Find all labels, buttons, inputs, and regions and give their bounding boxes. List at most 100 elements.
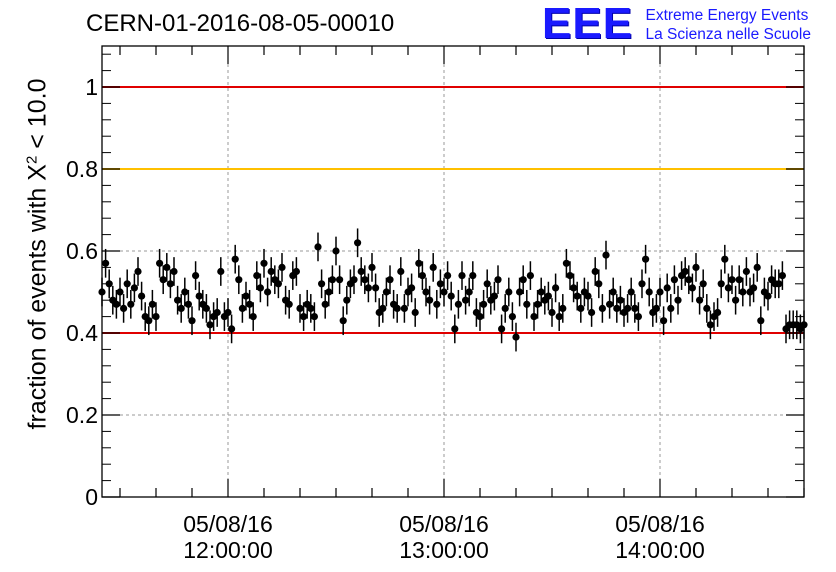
data-point: [764, 292, 772, 300]
y-tick-label: 0: [85, 484, 98, 510]
data-point: [757, 317, 765, 325]
data-point: [444, 272, 452, 280]
data-point: [714, 308, 722, 317]
x-tick-label-time: 14:00:00: [615, 537, 705, 563]
data-point: [595, 280, 603, 288]
y-tick-label: 0.2: [66, 402, 98, 428]
data-point: [750, 284, 758, 292]
data-point: [325, 288, 333, 296]
data-point: [696, 296, 704, 304]
data-point: [660, 317, 668, 325]
data-point: [181, 288, 189, 296]
logo-line-2: La Scienza nelle Scuole: [645, 26, 811, 43]
data-point: [645, 288, 653, 296]
chart-title: CERN-01-2016-08-05-00010: [86, 10, 395, 37]
data-point: [548, 308, 556, 317]
data-point: [681, 267, 689, 276]
data-point: [278, 263, 286, 271]
data-point: [616, 296, 625, 304]
data-point: [462, 296, 470, 304]
data-point: [505, 288, 513, 296]
data-point: [235, 276, 243, 284]
data-point: [440, 288, 448, 296]
data-point: [458, 272, 466, 280]
data-point: [127, 300, 135, 308]
data-point: [339, 317, 347, 325]
data-point: [685, 276, 693, 284]
data-point: [379, 304, 387, 312]
plot-frame: [101, 45, 805, 498]
data-point: [184, 300, 192, 308]
data-point: [544, 292, 553, 300]
data-point: [778, 272, 787, 280]
data-point: [631, 304, 639, 312]
data-point: [112, 300, 120, 308]
data-point: [123, 280, 131, 288]
data-point: [202, 304, 210, 312]
y-axis-label: fraction of events with X2 < 10.0: [23, 79, 52, 430]
data-point: [670, 276, 679, 284]
data-point: [775, 280, 783, 288]
data-point: [264, 288, 272, 296]
data-point: [242, 292, 250, 300]
y-tick-label: 0.8: [66, 156, 98, 182]
data-point: [465, 288, 473, 296]
data-point: [735, 276, 743, 284]
data-point: [523, 300, 531, 308]
data-point: [613, 304, 621, 312]
data-point: [728, 276, 736, 284]
data-point: [454, 300, 462, 308]
data-point: [296, 304, 304, 312]
data-point: [577, 304, 585, 312]
data-point: [436, 280, 444, 288]
data-point: [638, 280, 646, 288]
data-point: [699, 280, 707, 288]
data-point: [508, 313, 516, 321]
y-axis-label-sup: 2: [23, 155, 41, 165]
data-point: [663, 284, 671, 292]
data-point: [382, 288, 390, 296]
data-point: [292, 267, 300, 276]
data-point: [159, 276, 167, 284]
data-point: [148, 300, 156, 308]
data-point: [372, 284, 380, 292]
data-point: [260, 259, 268, 267]
reference-lines: [102, 86, 804, 334]
data-point: [249, 313, 257, 321]
eee-logo-mark: EEE: [542, 0, 634, 48]
data-point: [246, 300, 254, 308]
data-point: [742, 267, 751, 276]
data-point: [688, 284, 697, 292]
eee-logo-text: Extreme Energy Events La Scienza nelle S…: [646, 2, 811, 44]
data-point: [534, 300, 542, 308]
data-point: [606, 300, 614, 308]
data-point: [174, 296, 182, 304]
data-point: [624, 304, 632, 312]
data-point: [166, 280, 174, 288]
data-point: [426, 296, 434, 304]
data-point: [703, 304, 711, 312]
x-tick-label-date: 05/08/16: [183, 511, 273, 537]
x-tick-label-time: 13:00:00: [399, 537, 489, 563]
data-point: [393, 304, 401, 312]
data-point: [609, 288, 617, 296]
data-point: [483, 280, 491, 288]
data-point: [642, 255, 650, 263]
data-point: [570, 284, 578, 292]
data-point: [739, 288, 747, 296]
data-point: [494, 276, 502, 284]
data-point: [314, 243, 322, 251]
data-point: [433, 300, 441, 308]
data-point: [224, 308, 232, 317]
data-points: [98, 228, 808, 352]
data-point: [634, 313, 643, 321]
data-point: [706, 321, 715, 329]
data-point: [415, 259, 423, 267]
data-point: [667, 304, 675, 312]
data-point: [418, 272, 426, 280]
y-tick-label: 0.4: [66, 320, 98, 346]
data-point: [336, 276, 344, 284]
x-tick-label-date: 05/08/16: [615, 511, 705, 537]
data-point: [451, 325, 459, 333]
data-point: [145, 317, 153, 325]
